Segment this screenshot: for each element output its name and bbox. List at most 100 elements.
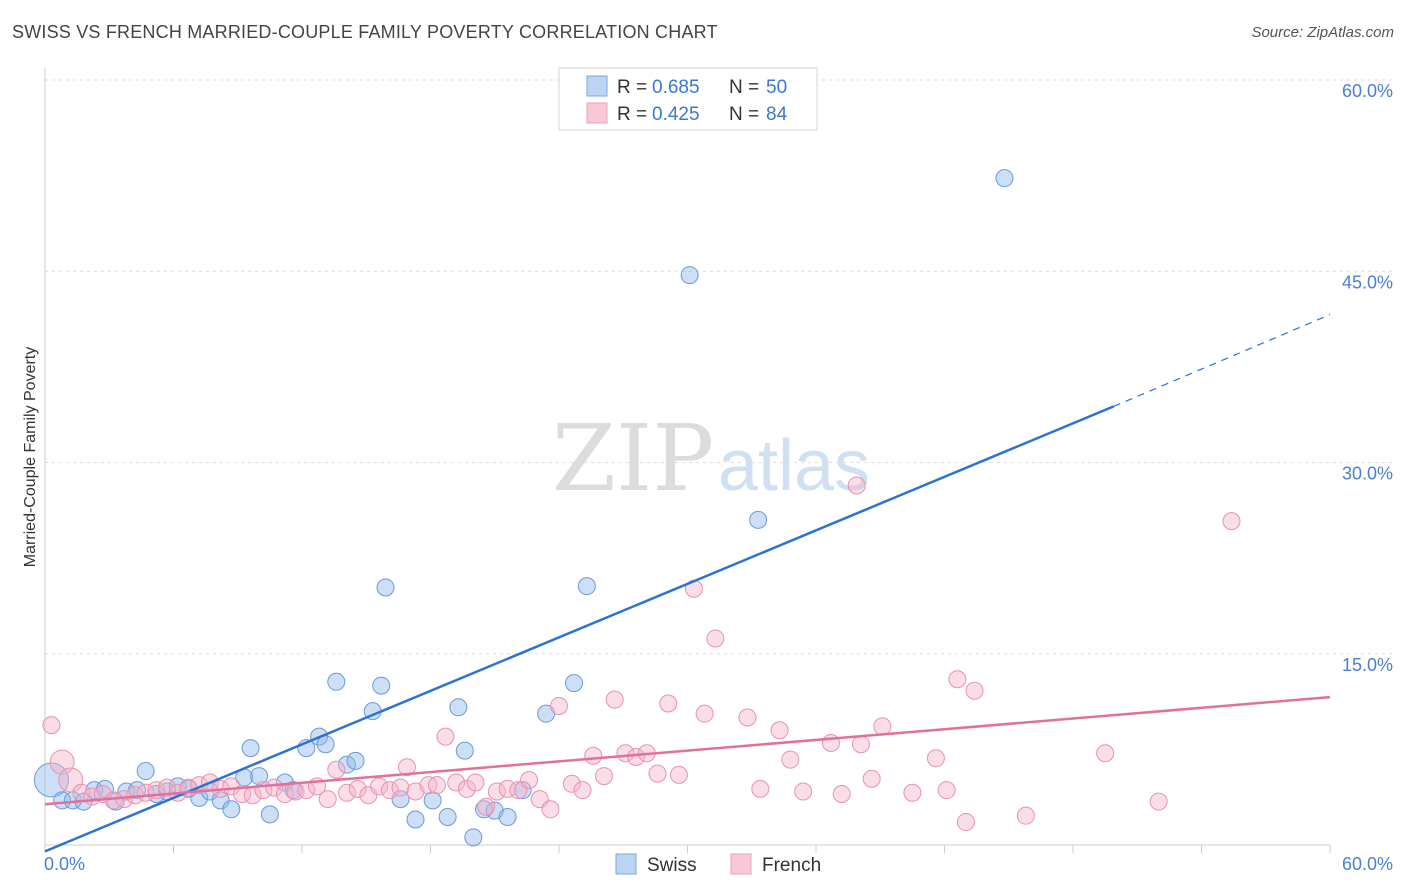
data-points xyxy=(33,169,1241,847)
french-point-73 xyxy=(873,717,892,736)
bottom-legend-swiss: Swiss xyxy=(647,855,697,876)
french-point-58 xyxy=(648,764,667,783)
french-point-67 xyxy=(781,750,800,769)
swiss-point-42 xyxy=(498,807,517,826)
french-point-33 xyxy=(391,778,410,797)
legend-swatch-swiss xyxy=(586,75,608,97)
y-tick-label-3: 60.0% xyxy=(1342,81,1393,101)
french-point-43 xyxy=(487,782,506,801)
french-point-31 xyxy=(370,777,389,796)
legend-french-n-label: N = xyxy=(729,104,759,125)
french-point-22 xyxy=(275,785,294,803)
french-point-50 xyxy=(562,774,581,793)
x-tick-label-1: 60.0% xyxy=(1342,854,1393,874)
swiss-point-19 xyxy=(241,739,260,758)
legend-french-r-value: 0.425 xyxy=(652,104,700,125)
french-point-66 xyxy=(770,721,789,740)
y-axis-label: Married-Couple Family Poverty xyxy=(22,347,39,568)
french-point-37 xyxy=(427,776,446,795)
french-point-41 xyxy=(466,773,485,792)
french-trend-line xyxy=(44,695,1331,806)
swiss-point-35 xyxy=(423,791,442,810)
french-point-75 xyxy=(903,783,922,802)
french-point-81 xyxy=(1016,806,1035,825)
french-point-62 xyxy=(695,704,714,723)
french-point-53 xyxy=(594,767,613,786)
swiss-point-17 xyxy=(222,800,241,819)
french-point-32 xyxy=(380,781,399,800)
legend-swiss-n-value: 50 xyxy=(766,77,787,98)
swiss-point-28 xyxy=(337,755,356,774)
french-point-64 xyxy=(738,708,757,727)
legend-swiss-r-label: R = xyxy=(617,77,647,98)
trend-lines xyxy=(44,314,1331,853)
swiss-point-48 xyxy=(749,510,768,529)
swiss-trend-line xyxy=(44,405,1115,853)
french-point-83 xyxy=(1149,792,1168,811)
swiss-point-21 xyxy=(260,805,279,824)
watermark-atlas: atlas xyxy=(718,426,870,506)
swiss-point-31 xyxy=(372,676,391,695)
swiss-point-29 xyxy=(346,751,365,770)
bottom-legend-french: French xyxy=(762,855,821,876)
y-tick-label-1: 30.0% xyxy=(1342,464,1393,484)
gridlines xyxy=(45,79,1395,655)
swiss-point-34 xyxy=(406,810,425,829)
swiss-point-9 xyxy=(136,762,155,781)
french-point-27 xyxy=(327,760,346,779)
y-tick-label-0: 15.0% xyxy=(1342,655,1393,675)
x-tick-label-0: 0.0% xyxy=(44,854,85,874)
french-point-29 xyxy=(348,779,367,798)
french-point-26 xyxy=(318,790,337,809)
swiss-point-37 xyxy=(449,698,468,717)
chart-source: Source: ZipAtlas.com xyxy=(1251,24,1394,41)
french-point-65 xyxy=(751,779,770,798)
legend-swiss-n-label: N = xyxy=(729,77,759,98)
french-point-46 xyxy=(520,770,539,789)
swiss-point-45 xyxy=(564,674,583,693)
legend-french-n-value: 84 xyxy=(766,104,788,125)
french-point-77 xyxy=(937,781,956,800)
french-point-30 xyxy=(359,786,378,805)
legend-swatch-french xyxy=(586,102,608,124)
french-point-21 xyxy=(265,778,284,797)
swiss-point-49 xyxy=(995,169,1014,188)
swiss-point-43 xyxy=(513,781,532,800)
watermark: ZIP atlas xyxy=(552,405,870,512)
french-point-39 xyxy=(447,773,466,792)
swiss-point-27 xyxy=(327,672,346,691)
swiss-point-47 xyxy=(680,266,699,285)
french-point-38 xyxy=(436,727,455,746)
french-point-68 xyxy=(794,782,813,801)
french-point-71 xyxy=(851,735,870,754)
french-point-82 xyxy=(1096,744,1115,763)
french-point-49 xyxy=(550,697,568,716)
french-point-48 xyxy=(541,800,560,819)
french-point-51 xyxy=(573,781,592,800)
chart-title: SWISS VS FRENCH MARRIED-COUPLE FAMILY PO… xyxy=(12,22,718,42)
french-point-80 xyxy=(965,681,984,700)
french-point-59 xyxy=(659,694,678,713)
french-point-74 xyxy=(847,476,866,495)
french-point-60 xyxy=(669,765,688,784)
french-point-17 xyxy=(222,777,241,796)
french-point-42 xyxy=(477,797,496,816)
french-point-11 xyxy=(158,778,177,797)
bottom-legend: Swiss French xyxy=(615,853,821,876)
french-point-78 xyxy=(948,670,967,689)
legend-french-r-label: R = xyxy=(617,104,647,125)
watermark-zip: ZIP xyxy=(552,405,714,512)
swiss-point-39 xyxy=(464,828,483,847)
french-point-79 xyxy=(956,813,975,832)
swiss-point-36 xyxy=(438,807,457,826)
french-point-52 xyxy=(584,746,603,765)
swiss-point-32 xyxy=(376,578,395,597)
swiss-trend-extension xyxy=(1113,314,1331,407)
french-point-28 xyxy=(337,783,356,802)
swiss-point-1 xyxy=(53,791,72,810)
swiss-point-20 xyxy=(250,767,269,786)
french-point-76 xyxy=(926,749,945,768)
axes xyxy=(44,68,1331,853)
swiss-point-38 xyxy=(455,741,474,760)
